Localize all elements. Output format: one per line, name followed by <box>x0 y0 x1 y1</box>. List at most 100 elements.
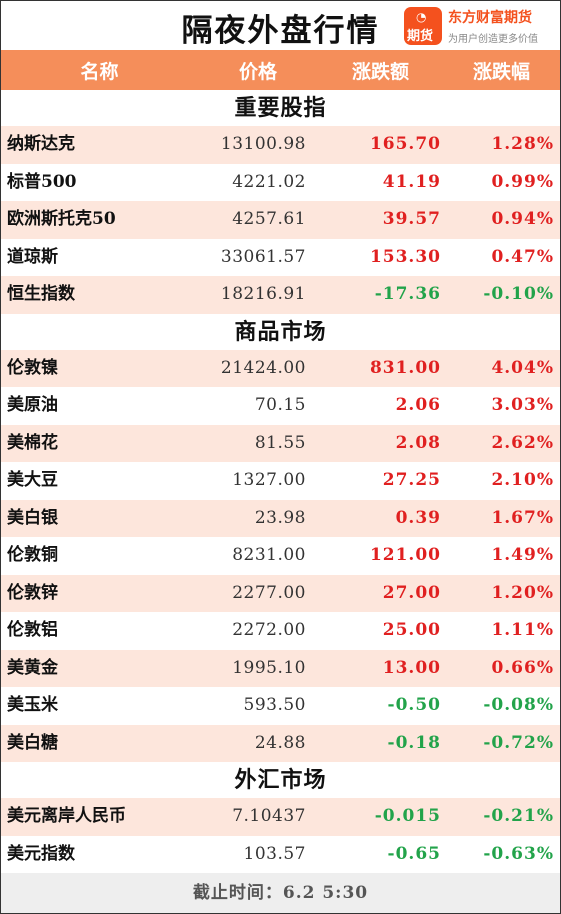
column-header: 名称 价格 涨跌额 涨跌幅 <box>1 50 560 90</box>
cell-price: 24.88 <box>254 732 306 753</box>
cell-percent: -0.08% <box>483 695 554 715</box>
cell-percent: 0.99% <box>491 171 554 192</box>
cell-change: -0.18 <box>387 732 441 753</box>
cell-price: 103.57 <box>243 843 306 864</box>
cell-name: 美元离岸人民币 <box>7 806 126 826</box>
cell-price: 8231.00 <box>232 545 306 565</box>
cell-name: 美元指数 <box>7 843 75 864</box>
table-row: 欧洲斯托克50 4257.61 39.57 0.94% <box>1 201 560 239</box>
cell-change: -0.50 <box>387 695 441 715</box>
cell-name: 美玉米 <box>7 695 58 715</box>
column-price: 价格 <box>238 60 277 83</box>
cell-change: 2.08 <box>395 432 441 453</box>
column-percent: 涨跌幅 <box>472 60 530 83</box>
cell-price: 1995.10 <box>232 657 306 678</box>
cell-price: 1327.00 <box>232 470 306 490</box>
table-row: 美大豆 1327.00 27.25 2.10% <box>1 462 560 500</box>
cell-name: 美原油 <box>7 395 58 415</box>
table-row: 美白银 23.98 0.39 1.67% <box>1 499 560 537</box>
table-row: 伦敦铜 8231.00 121.00 1.49% <box>1 537 560 575</box>
cell-percent: -0.72% <box>483 732 554 753</box>
cell-name: 美黄金 <box>7 657 58 678</box>
cell-change: 27.25 <box>382 470 441 490</box>
cell-change: -0.65 <box>387 843 441 864</box>
brand-mark-icon: ◔ <box>416 10 427 24</box>
table-row: 伦敦锌 2277.00 27.00 1.20% <box>1 574 560 612</box>
table-row: 美元指数 103.57 -0.65 -0.63% <box>1 836 560 874</box>
cell-percent: 0.66% <box>491 657 554 678</box>
table-row: 伦敦铝 2272.00 25.00 1.11% <box>1 612 560 650</box>
cell-price: 4257.61 <box>232 209 306 229</box>
cell-price: 2272.00 <box>232 620 306 640</box>
header: 隔夜外盘行情 ◔ 期货 东方财富期货 为用户创造更多价值 <box>1 1 560 50</box>
table-row: 道琼斯 33061.57 153.30 0.47% <box>1 239 560 277</box>
quote-table: 重要股指纳斯达克 13100.98 165.70 1.28% 标普500 4221.02 4… <box>1 90 560 873</box>
cell-price: 23.98 <box>254 507 306 528</box>
table-row: 美玉米 593.50 -0.50 -0.08% <box>1 687 560 725</box>
cell-change: -17.36 <box>374 284 441 304</box>
cell-price: 18216.91 <box>220 284 306 304</box>
cell-name: 纳斯达克 <box>7 134 75 154</box>
cell-percent: 1.67% <box>491 507 554 528</box>
cell-price: 2277.00 <box>232 582 306 603</box>
cell-price: 7.10437 <box>232 806 306 826</box>
table-row: 美棉花 81.55 2.08 2.62% <box>1 424 560 462</box>
table-row: 美白糖 24.88 -0.18 -0.72% <box>1 724 560 762</box>
brand-name: 东方财富期货 <box>448 10 532 26</box>
brand-slogan: 为用户创造更多价值 <box>448 34 538 45</box>
cell-name: 道琼斯 <box>7 246 58 267</box>
cell-change: 153.30 <box>369 246 441 267</box>
section-title: 商品市场 <box>1 313 560 350</box>
brand-logo-icon: ◔ 期货 <box>404 7 442 45</box>
cell-percent: -0.63% <box>483 843 554 864</box>
cell-percent: 0.94% <box>491 209 554 229</box>
table-row: 美元离岸人民币 7.10437 -0.015 -0.21% <box>1 798 560 836</box>
table-row: 伦敦镍 21424.00 831.00 4.04% <box>1 349 560 387</box>
cell-percent: 1.11% <box>491 620 554 640</box>
page-title: 隔夜外盘行情 <box>181 13 380 49</box>
column-name: 名称 <box>80 60 119 83</box>
cell-change: 41.19 <box>382 171 441 192</box>
cell-name: 欧洲斯托克50 <box>7 209 116 229</box>
cell-change: -0.015 <box>374 806 441 826</box>
cell-name: 伦敦镍 <box>7 357 58 378</box>
cell-change: 2.06 <box>395 395 441 415</box>
table-row: 标普500 4221.02 41.19 0.99% <box>1 164 560 202</box>
cell-name: 美白糖 <box>7 732 58 753</box>
cell-price: 593.50 <box>243 695 306 715</box>
cell-price: 4221.02 <box>232 171 306 192</box>
cell-change: 25.00 <box>382 620 441 640</box>
cell-percent: 4.04% <box>491 357 554 378</box>
cell-name: 美棉花 <box>7 432 58 453</box>
cell-change: 0.39 <box>395 507 441 528</box>
table-row: 纳斯达克 13100.98 165.70 1.28% <box>1 126 560 164</box>
cell-change: 13.00 <box>382 657 441 678</box>
cell-percent: 1.20% <box>491 582 554 603</box>
table-row: 美黄金 1995.10 13.00 0.66% <box>1 649 560 687</box>
table-row: 恒生指数 18216.91 -17.36 -0.10% <box>1 276 560 314</box>
column-change: 涨跌额 <box>351 60 409 83</box>
cell-price: 81.55 <box>254 432 306 453</box>
cell-change: 27.00 <box>382 582 441 603</box>
cell-change: 121.00 <box>369 545 441 565</box>
cell-percent: -0.10% <box>483 284 554 304</box>
cell-change: 39.57 <box>382 209 441 229</box>
cell-percent: 0.47% <box>491 246 554 267</box>
cell-percent: -0.21% <box>483 806 554 826</box>
brand-logo-text: 期货 <box>407 29 434 44</box>
cell-change: 165.70 <box>369 134 441 154</box>
cell-change: 831.00 <box>369 357 441 378</box>
cell-percent: 2.62% <box>491 432 554 453</box>
cell-price: 33061.57 <box>220 246 306 267</box>
section-title: 重要股指 <box>1 90 560 126</box>
cell-name: 标普500 <box>7 171 77 192</box>
cell-percent: 1.28% <box>491 134 554 154</box>
table-row: 美原油 70.15 2.06 3.03% <box>1 387 560 425</box>
cell-percent: 2.10% <box>491 470 554 490</box>
footer-timestamp: 截止时间：6.2 5:30 <box>1 873 560 913</box>
cell-price: 13100.98 <box>220 134 306 154</box>
brand: ◔ 期货 东方财富期货 为用户创造更多价值 <box>404 5 554 47</box>
cell-name: 伦敦铝 <box>7 620 58 640</box>
cell-percent: 1.49% <box>491 545 554 565</box>
